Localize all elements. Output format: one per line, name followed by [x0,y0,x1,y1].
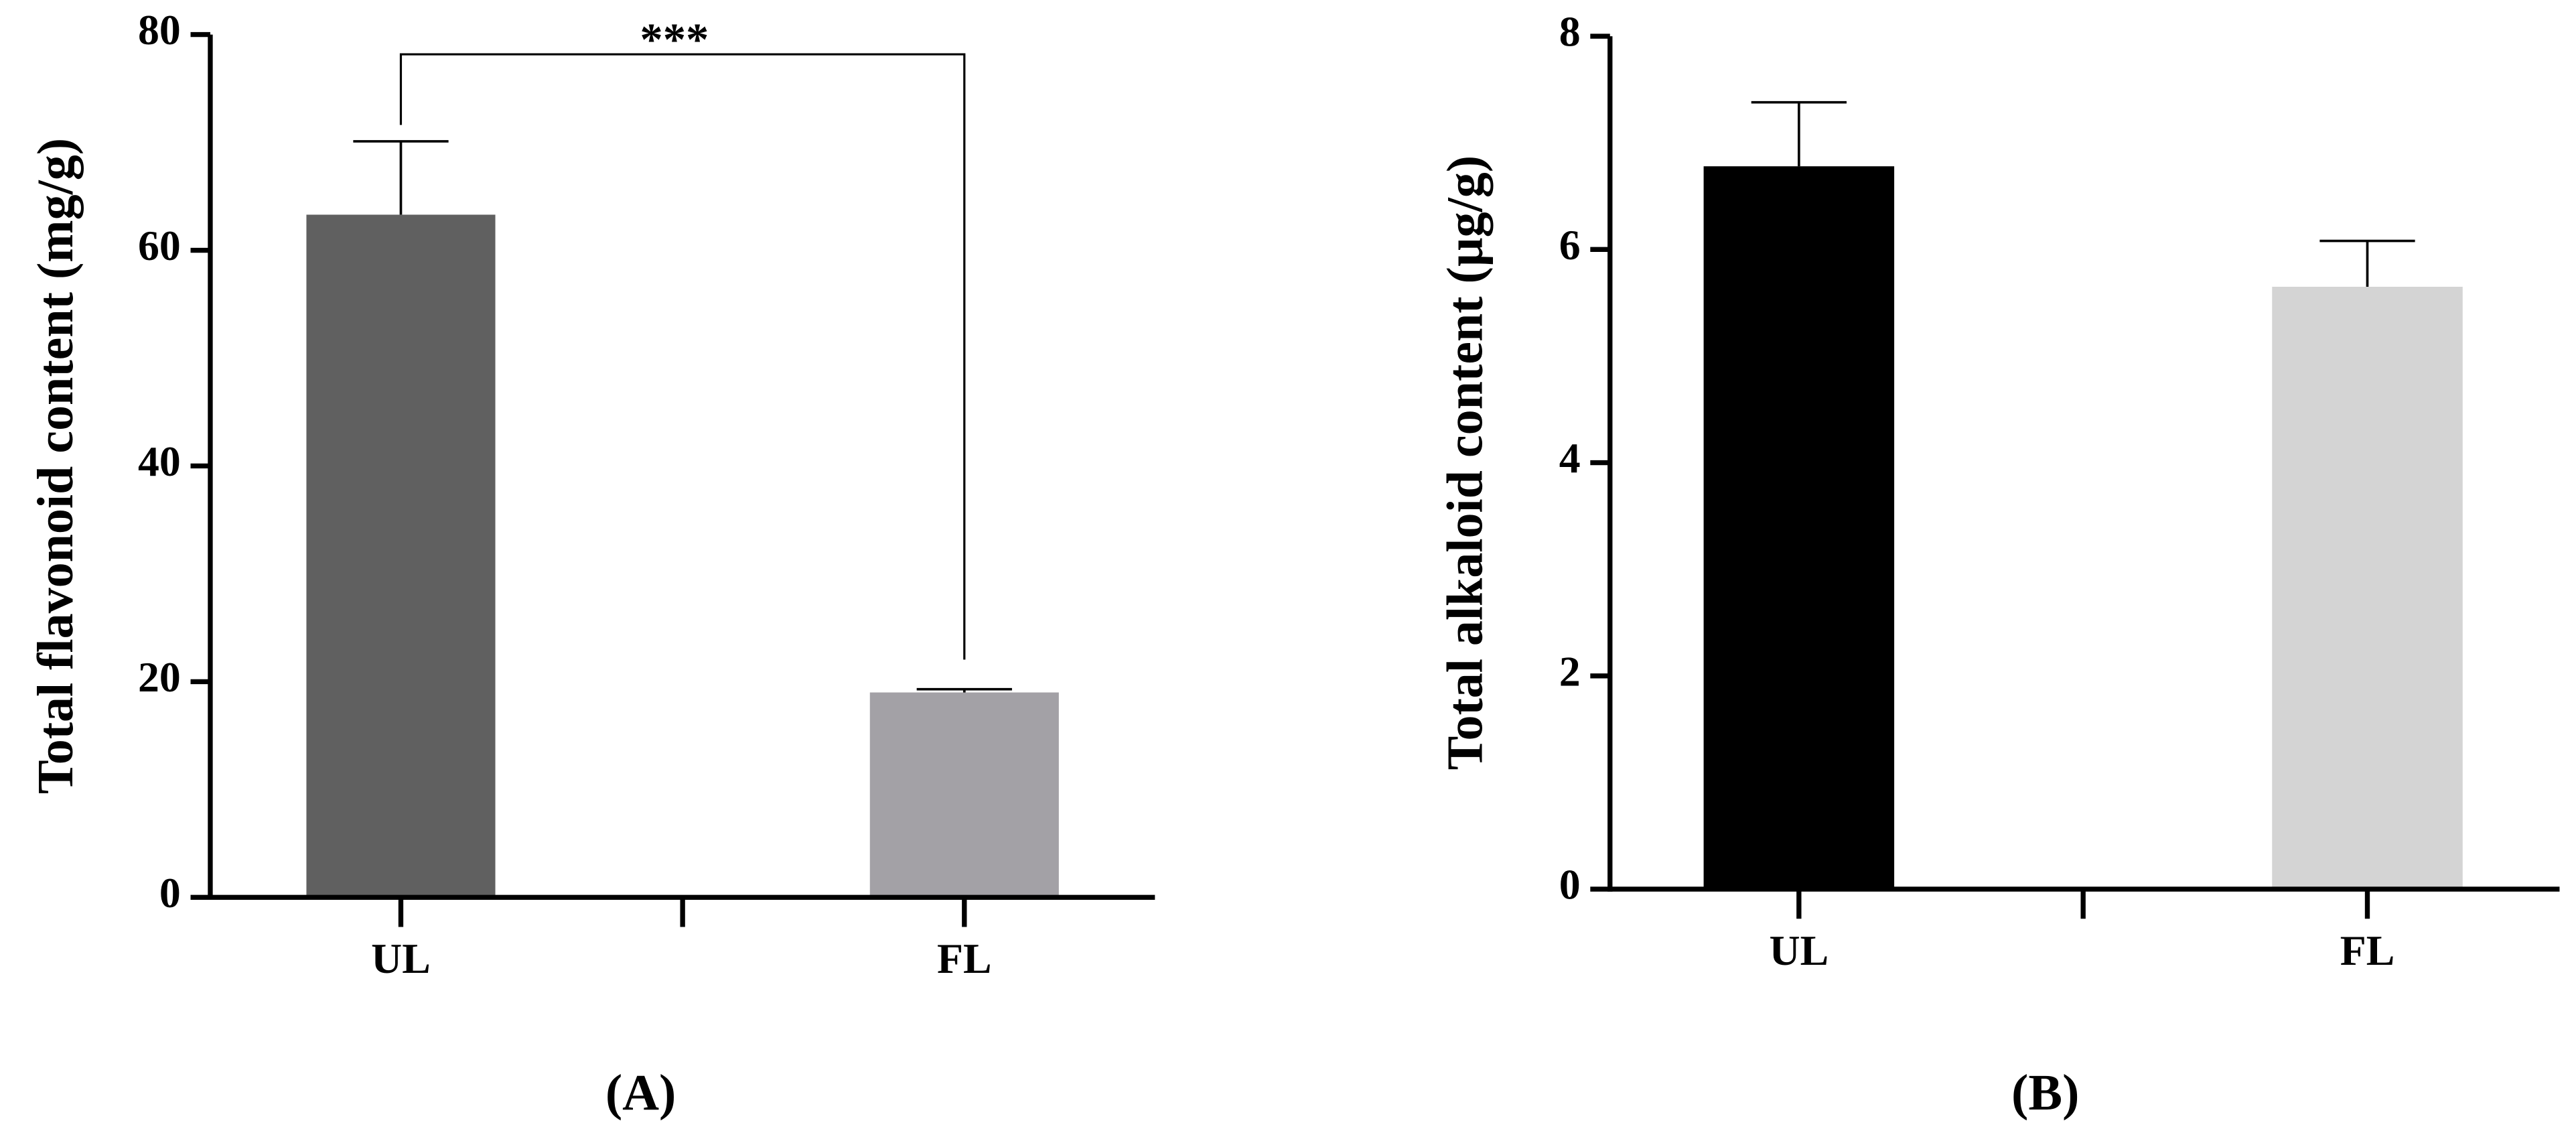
y-tick-label: 0 [1559,861,1581,909]
x-tick-label: UL [1770,927,1829,974]
bar [869,692,1059,898]
error-bar [916,687,1012,693]
panel-label: (A) [605,1065,676,1121]
bar [2272,287,2463,890]
y-tick-label: 4 [1559,434,1581,482]
y-tick-label: 40 [138,438,181,485]
y-tick-label: 0 [159,869,181,917]
significance-label: *** [640,14,709,65]
significance-bracket [399,53,966,660]
bar [1703,166,1895,890]
x-tick-label: UL [371,935,431,982]
error-bar [353,140,449,215]
y-tick-label: 2 [1559,647,1581,695]
panel-label: (B) [2011,1065,2079,1121]
y-tick-label: 8 [1559,8,1581,56]
bar [306,214,496,898]
error-bar [1751,100,1847,167]
y-tick-label: 80 [138,6,181,54]
error-bar [2319,239,2415,287]
y-axis-label: Total flavonoid content (mg/g) [27,138,84,794]
y-tick-label: 20 [138,653,181,701]
y-tick-label: 6 [1559,221,1581,269]
x-tick-label: FL [937,935,991,982]
x-tick-label: FL [2340,927,2394,974]
y-tick-label: 60 [138,222,181,269]
y-axis-label: Total alkaloid content (µg/g) [1437,155,1494,770]
